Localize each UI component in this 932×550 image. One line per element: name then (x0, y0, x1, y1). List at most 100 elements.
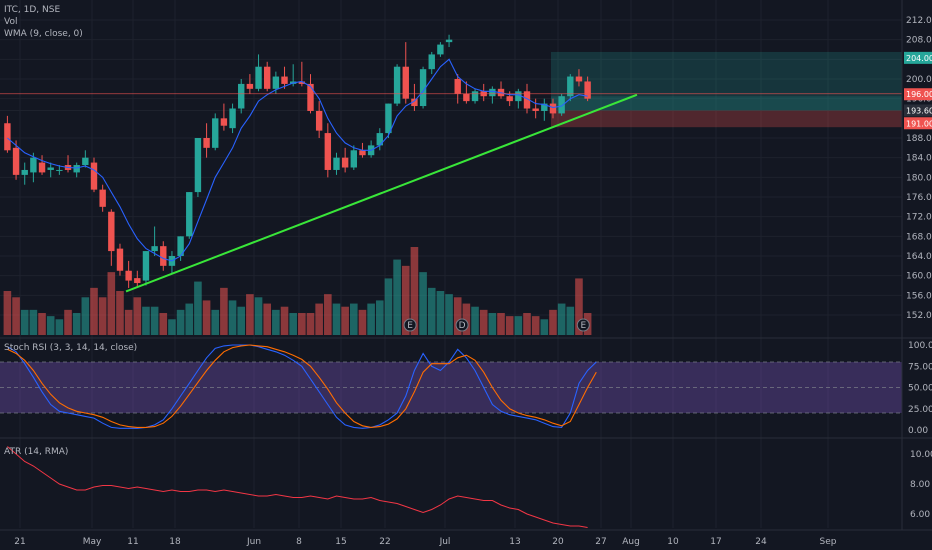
candle-body (30, 157, 37, 173)
candle-body (515, 91, 522, 102)
stoch-tick-label[interactable]: 50.00 (908, 384, 932, 394)
volume-bar (505, 316, 514, 335)
price-tick-label[interactable]: 212.00 (906, 16, 932, 26)
trend-line[interactable] (125, 93, 638, 293)
time-tick-label[interactable]: 11 (127, 537, 138, 547)
candle-body (350, 150, 357, 168)
volume-bar (557, 303, 566, 335)
candle-body (73, 165, 80, 173)
price-label-badge[interactable] (904, 117, 932, 130)
price-tick-label[interactable]: 200.00 (906, 75, 932, 85)
price-axes[interactable]: 212.00 208.00 204.00 200.00 196.00 193.60 188.… (904, 16, 932, 520)
price-tick-label[interactable]: 188.00 (906, 134, 932, 144)
pane-dividers[interactable] (0, 0, 932, 531)
time-tick-label[interactable]: 15 (335, 537, 346, 547)
candle-body (142, 251, 150, 281)
volume-bar (453, 297, 462, 335)
time-tick-label[interactable]: 8 (296, 537, 302, 547)
stoch-tick-label[interactable]: 25.00 (908, 405, 932, 415)
atr-tick-label[interactable]: 6.00 (910, 510, 930, 520)
volume-bar (427, 287, 436, 335)
candle-body (393, 66, 401, 104)
volume-bar (445, 294, 453, 335)
legend-atr[interactable]: ATR (14, RMA) (4, 447, 69, 457)
price-tick-label[interactable]: 168.00 (906, 232, 932, 242)
price-tick-label[interactable]: 152.00 (906, 311, 932, 321)
candle-body (567, 76, 574, 97)
candle-body (541, 103, 548, 111)
price-tick-label[interactable]: 176.00 (906, 193, 932, 203)
price-label-badge[interactable] (904, 88, 932, 101)
volume-bar (90, 287, 98, 335)
price-label-text[interactable]: 204.00 (906, 54, 932, 63)
price-label-text[interactable]: 193.60 (906, 106, 932, 115)
price-tick-label[interactable]: 160.00 (906, 272, 932, 282)
time-tick-label[interactable]: 21 (14, 537, 25, 547)
candle-body (549, 103, 557, 114)
volume-bar (350, 303, 358, 335)
time-tick-label[interactable]: May (83, 537, 102, 547)
candle-body (324, 133, 332, 170)
price-label-text[interactable]: 191.00 (906, 119, 932, 128)
legend-volume[interactable]: Vol (4, 17, 18, 27)
volume-bar (298, 313, 306, 335)
volume-bar (211, 309, 220, 335)
time-tick-label[interactable]: 10 (667, 537, 679, 547)
price-tick-label[interactable]: 180.00 (906, 173, 932, 183)
price-label-text[interactable]: 196.00 (906, 90, 932, 99)
atr-tick-label[interactable]: 8.00 (910, 480, 930, 490)
price-tick-label[interactable]: 208.00 (906, 36, 932, 46)
volume-bar (185, 303, 194, 335)
position-zones[interactable] (551, 51, 902, 128)
candle-body (506, 96, 513, 102)
candle-body (21, 169, 28, 175)
price-label-badge[interactable] (904, 51, 932, 64)
volume-bar (64, 309, 72, 335)
volume-bar (384, 278, 393, 335)
atr-line (7, 446, 588, 528)
time-tick-label[interactable]: 13 (509, 537, 520, 547)
volume-bar (393, 259, 401, 335)
stop-zone[interactable] (551, 110, 902, 128)
time-tick-label[interactable]: Jun (246, 537, 261, 547)
candle-body (419, 69, 427, 107)
time-tick-label[interactable]: Sep (820, 537, 837, 547)
chart-overlays[interactable] (0, 58, 902, 293)
price-tick-label[interactable]: 172.00 (906, 213, 932, 223)
candle-body (402, 66, 409, 99)
price-tick-label[interactable]: 156.00 (906, 291, 932, 301)
candle-body (437, 44, 444, 55)
volume-bar (401, 265, 410, 335)
time-tick-label[interactable]: Jul (439, 537, 451, 547)
volume-bar (324, 294, 332, 335)
profit-zone[interactable] (551, 51, 902, 111)
price-tick-label[interactable]: 184.00 (906, 154, 932, 164)
time-tick-label[interactable]: 22 (379, 537, 390, 547)
volume-bar (272, 309, 280, 335)
time-tick-label[interactable]: 27 (595, 537, 606, 547)
legend-symbol[interactable]: ITC, 1D, NSE (4, 5, 61, 15)
candle-body (454, 79, 461, 94)
volume-bar (107, 272, 116, 335)
time-tick-label[interactable]: 20 (552, 537, 564, 547)
legend-wma[interactable]: WMA (9, close, 0) (4, 29, 83, 39)
volume-bar (410, 247, 419, 335)
time-tick-label[interactable]: 17 (710, 537, 721, 547)
stoch-tick-label[interactable]: 0.00 (908, 426, 928, 436)
profit-zone-inner[interactable] (551, 96, 902, 111)
volume-bar (514, 316, 523, 335)
time-tick-label[interactable]: 18 (169, 537, 181, 547)
price-label-badge[interactable] (904, 104, 932, 117)
legend-stoch-rsi[interactable]: Stoch RSI (3, 3, 14, 14, close) (4, 343, 138, 353)
price-tick-label[interactable]: 164.00 (906, 252, 932, 262)
stoch-tick-label[interactable]: 75.00 (908, 362, 932, 372)
atr-tick-label[interactable]: 10.00 (910, 450, 932, 460)
candle-body (445, 39, 453, 43)
volume-bar (523, 313, 531, 335)
stoch-tick-label[interactable]: 100.00 (908, 341, 932, 351)
candle-body (125, 270, 132, 281)
time-axis[interactable]: 21 May 11 18 Jun 8 15 22 Jul 13 20 27 Aug 10 17 24 Sep (14, 537, 836, 547)
time-tick-label[interactable]: Aug (622, 537, 640, 547)
time-tick-label[interactable]: 24 (755, 537, 767, 547)
